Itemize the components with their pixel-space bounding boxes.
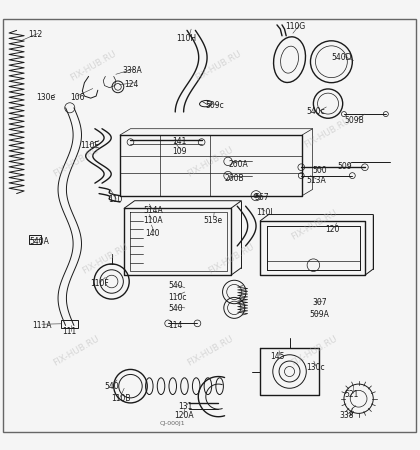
Text: 110H: 110H <box>176 34 197 43</box>
Text: 540: 540 <box>168 304 183 313</box>
Text: 114: 114 <box>168 321 183 330</box>
Text: 514A: 514A <box>143 206 163 215</box>
Text: 307: 307 <box>312 298 327 307</box>
Text: 567: 567 <box>254 194 268 202</box>
Text: FIX-HUB.RU: FIX-HUB.RU <box>302 116 352 150</box>
Text: 120: 120 <box>325 225 339 234</box>
Text: 109: 109 <box>172 147 187 156</box>
Text: 509B: 509B <box>344 116 364 125</box>
Bar <box>29 234 41 244</box>
Text: 124: 124 <box>124 80 139 89</box>
Text: 110E: 110E <box>80 141 100 150</box>
Text: 540D: 540D <box>331 53 352 62</box>
Text: 130c: 130c <box>306 363 325 372</box>
Text: FIX-HUB.RU: FIX-HUB.RU <box>68 49 118 83</box>
Text: 540c: 540c <box>306 108 325 117</box>
Text: FIX-HUB.RU: FIX-HUB.RU <box>185 334 235 367</box>
Text: 130e: 130e <box>36 93 55 102</box>
Text: 509A: 509A <box>310 310 330 319</box>
Text: FIX-HUB.RU: FIX-HUB.RU <box>51 145 101 179</box>
Text: 106: 106 <box>70 93 84 102</box>
Text: FIX-HUB.RU: FIX-HUB.RU <box>194 49 243 83</box>
Text: 513A: 513A <box>306 176 326 184</box>
Text: 540A: 540A <box>29 237 49 246</box>
Text: 141: 141 <box>172 137 187 146</box>
Text: 338: 338 <box>340 411 354 420</box>
Bar <box>61 320 78 328</box>
Text: 509: 509 <box>338 162 352 171</box>
Text: FIX-HUB.RU: FIX-HUB.RU <box>81 242 130 275</box>
Text: FIX-HUB.RU: FIX-HUB.RU <box>51 334 101 367</box>
Text: FIX-HUB.RU: FIX-HUB.RU <box>290 334 339 367</box>
Text: 140: 140 <box>145 229 160 238</box>
Text: 509c: 509c <box>206 101 225 110</box>
Text: 145: 145 <box>271 352 285 361</box>
Text: 110F: 110F <box>91 279 110 288</box>
Text: 112: 112 <box>28 30 42 39</box>
Text: 110c: 110c <box>168 292 186 302</box>
Text: 500: 500 <box>312 166 327 175</box>
Text: 521: 521 <box>344 390 358 399</box>
Text: 260A: 260A <box>229 160 249 169</box>
Text: 110A: 110A <box>143 216 163 225</box>
Text: 110G: 110G <box>285 22 306 31</box>
Text: 540: 540 <box>105 382 119 391</box>
Text: 540: 540 <box>168 281 183 290</box>
Text: 110: 110 <box>109 195 123 204</box>
Text: 110I: 110I <box>256 208 273 217</box>
Text: FIX-HUB.RU: FIX-HUB.RU <box>206 242 255 275</box>
Text: 110B: 110B <box>112 394 131 403</box>
Text: FIX-HUB.RU: FIX-HUB.RU <box>290 208 339 242</box>
Text: 111A: 111A <box>32 321 52 330</box>
Text: CJ-000J1: CJ-000J1 <box>160 421 185 426</box>
Text: 513e: 513e <box>204 216 223 225</box>
Circle shape <box>254 194 258 198</box>
Text: FIX-HUB.RU: FIX-HUB.RU <box>185 145 235 179</box>
Text: 120A: 120A <box>174 411 194 420</box>
Text: 111: 111 <box>63 327 77 336</box>
Text: 260B: 260B <box>225 175 244 184</box>
Text: 338A: 338A <box>122 66 142 75</box>
Text: 131: 131 <box>178 402 193 411</box>
